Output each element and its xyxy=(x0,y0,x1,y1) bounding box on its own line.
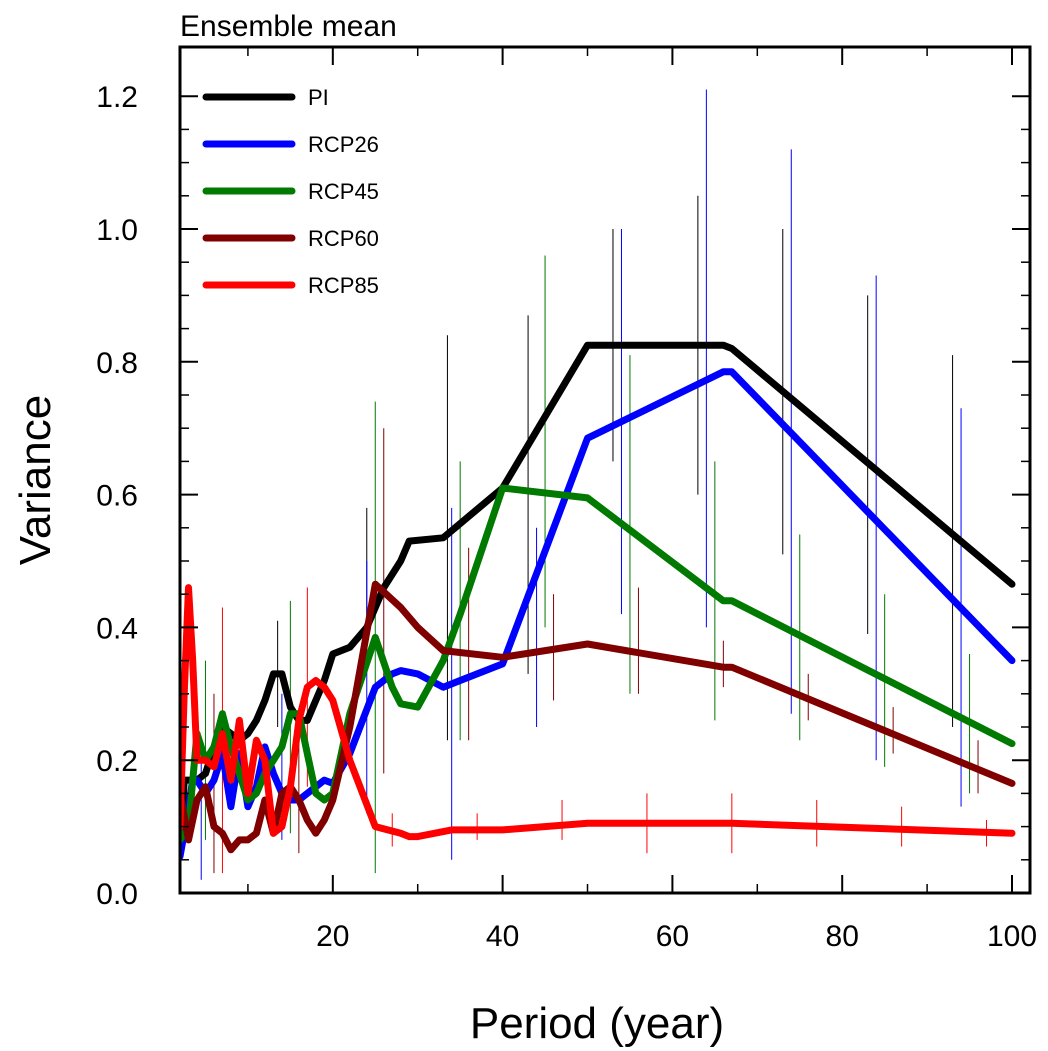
tick-labels: 0.0 0.2 0.4 0.6 0.8 1.0 1.2 20 40 60 80 100 xyxy=(96,81,1037,953)
series-line-rcp45 xyxy=(180,484,1016,844)
y-tick-label: 0.8 xyxy=(96,347,138,380)
x-tick-label: 80 xyxy=(826,920,859,953)
y-tick-label: 1.0 xyxy=(96,214,138,247)
x-tick-label: 60 xyxy=(656,920,689,953)
legend-label-rcp26: RCP26 xyxy=(308,132,379,157)
x-axis-label: Period (year) xyxy=(470,999,724,1048)
y-tick-label: 0.4 xyxy=(96,612,138,645)
series-line-rcp60 xyxy=(180,580,1016,854)
legend-label-rcp45: RCP45 xyxy=(308,179,379,204)
axis-ticks xyxy=(180,47,1030,894)
legend-label-rcp85: RCP85 xyxy=(308,273,379,298)
y-axis-label: Variance xyxy=(11,395,60,565)
plot-frame xyxy=(178,45,1032,895)
series-line-pi xyxy=(180,341,1016,857)
x-tick-label: 100 xyxy=(987,920,1037,953)
y-tick-label: 0.6 xyxy=(96,480,138,513)
x-tick-label: 40 xyxy=(486,920,519,953)
series-line-rcp85 xyxy=(180,584,1016,841)
y-tick-label: 1.2 xyxy=(96,81,138,114)
y-tick-label: 0.0 xyxy=(96,878,138,911)
chart-title: Ensemble mean xyxy=(180,10,397,43)
legend: PI RCP26 RCP45 RCP60 RCP85 xyxy=(202,85,379,298)
legend-label-pi: PI xyxy=(308,85,329,110)
series-line-rcp26 xyxy=(180,368,1016,860)
y-tick-label: 0.2 xyxy=(96,745,138,778)
legend-label-rcp60: RCP60 xyxy=(308,226,379,251)
plot-area xyxy=(180,89,1016,880)
x-tick-label: 20 xyxy=(316,920,349,953)
